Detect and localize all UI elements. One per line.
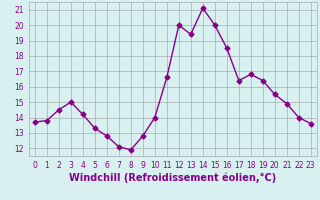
X-axis label: Windchill (Refroidissement éolien,°C): Windchill (Refroidissement éolien,°C) — [69, 173, 276, 183]
